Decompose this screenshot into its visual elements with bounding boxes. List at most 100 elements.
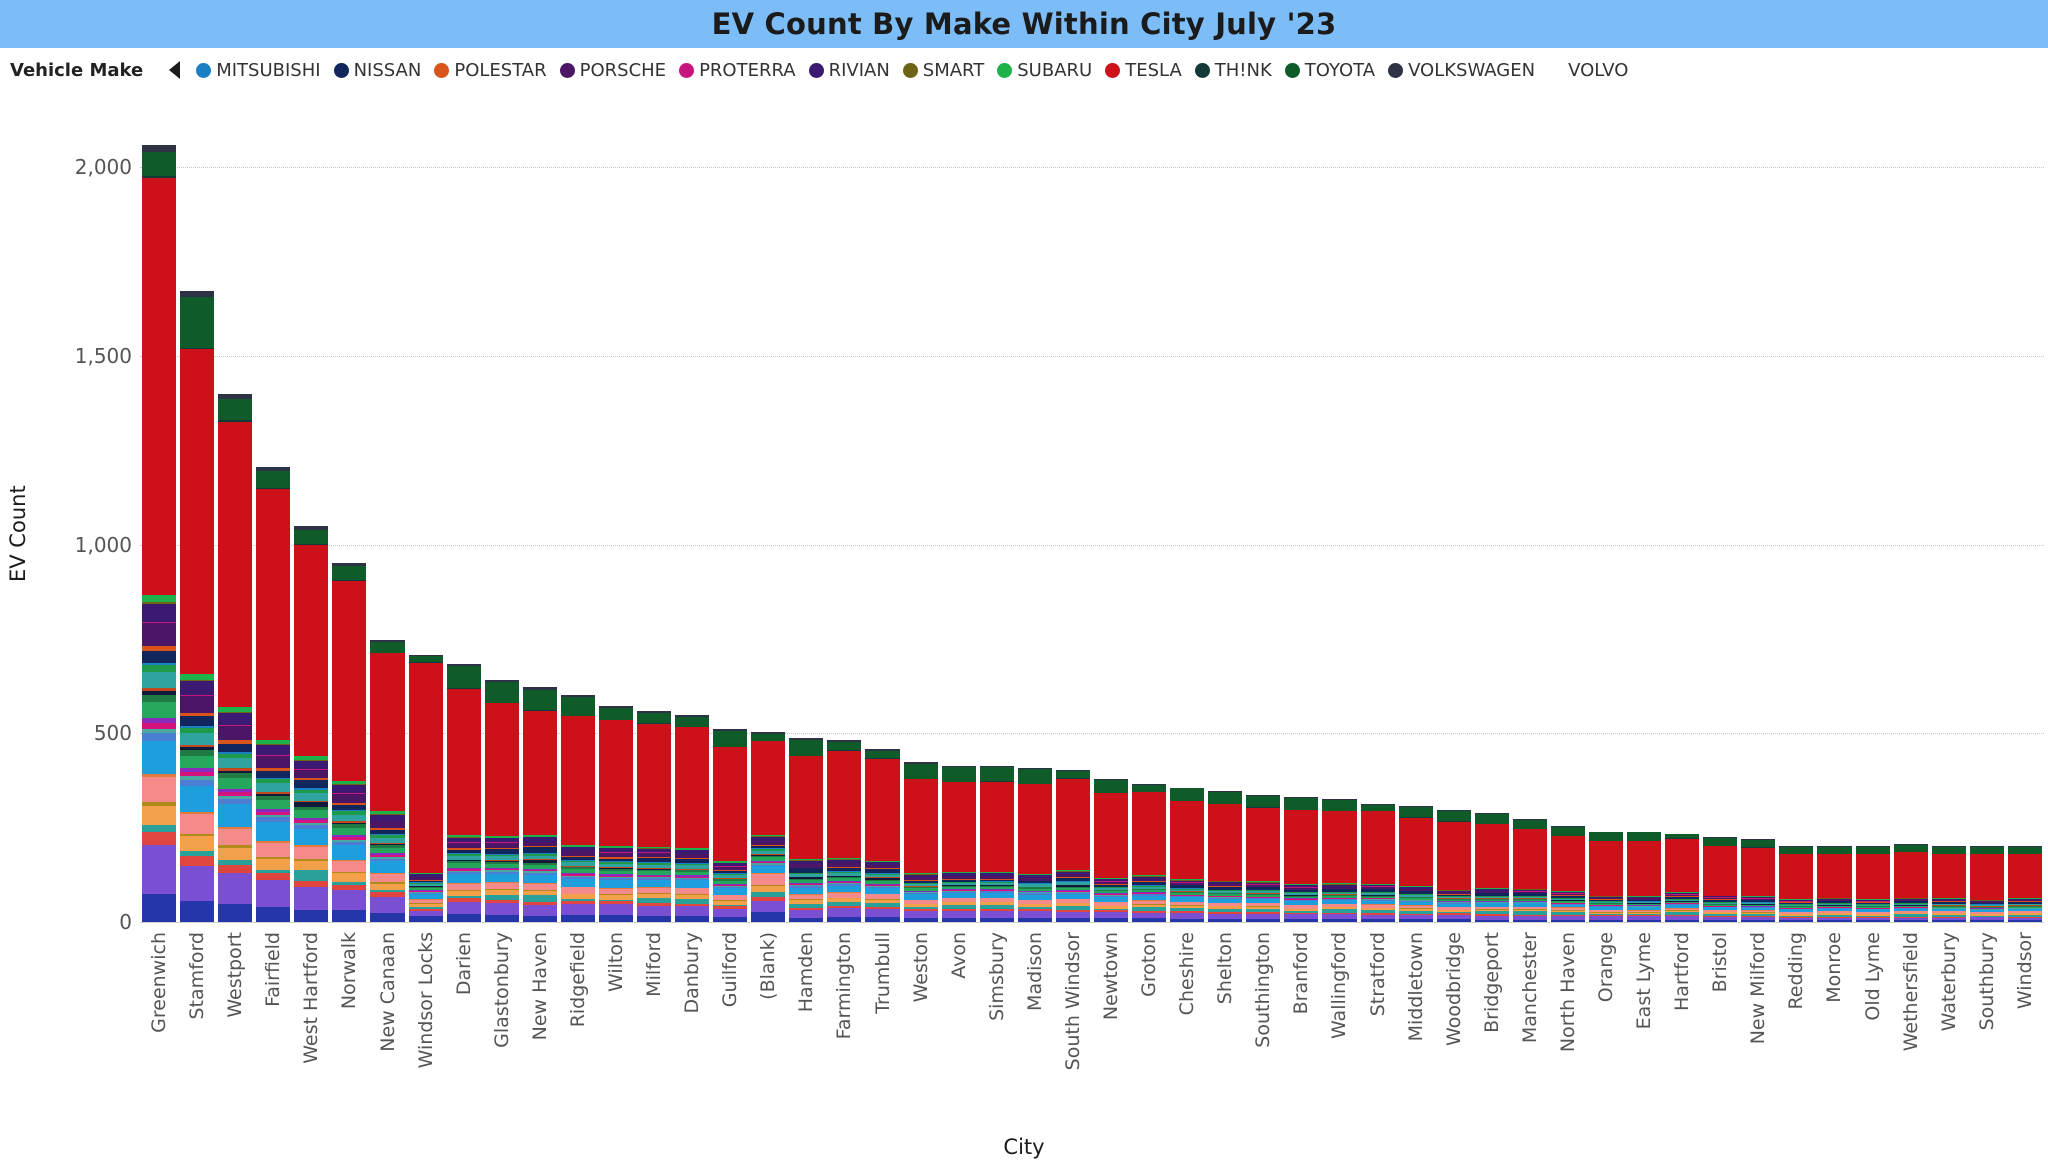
bar-segment[interactable]	[523, 681, 557, 688]
bar-segment[interactable]	[1855, 846, 1890, 854]
bar-segment[interactable]	[827, 898, 862, 902]
bar-segment[interactable]	[1436, 811, 1471, 822]
bar-segment[interactable]	[1931, 899, 1966, 901]
bar-segment[interactable]	[1246, 881, 1281, 883]
bar-segment[interactable]	[180, 297, 215, 348]
bar-segment[interactable]	[1208, 918, 1243, 922]
bar-segment[interactable]	[1550, 836, 1585, 892]
bar-segment[interactable]	[1055, 876, 1090, 878]
bar-column[interactable]	[903, 92, 938, 922]
bar-segment[interactable]	[751, 733, 786, 741]
bar-segment[interactable]	[1132, 894, 1167, 896]
bar-segment[interactable]	[370, 890, 405, 893]
bar-segment[interactable]	[675, 716, 710, 727]
bar-segment[interactable]	[408, 876, 443, 880]
bar-segment[interactable]	[827, 876, 862, 877]
bar-segment[interactable]	[713, 730, 748, 747]
bar-column[interactable]	[1703, 92, 1738, 922]
bar-segment[interactable]	[1055, 905, 1090, 910]
bar-segment[interactable]	[1322, 918, 1357, 922]
bar-segment[interactable]	[1817, 901, 1852, 904]
bar-segment[interactable]	[408, 872, 443, 874]
bar-segment[interactable]	[865, 899, 900, 903]
bar-segment[interactable]	[1817, 900, 1852, 901]
bar-segment[interactable]	[751, 864, 786, 867]
bar-segment[interactable]	[256, 451, 290, 467]
bar-segment[interactable]	[637, 893, 672, 895]
bar-segment[interactable]	[1132, 875, 1167, 877]
bar-segment[interactable]	[1398, 895, 1433, 897]
bar-segment[interactable]	[941, 782, 976, 873]
bar-segment[interactable]	[1627, 915, 1662, 917]
bar-segment[interactable]	[1246, 893, 1281, 895]
bar-segment[interactable]	[1627, 910, 1662, 913]
bar-segment[interactable]	[218, 707, 253, 712]
bar-segment[interactable]	[1246, 909, 1281, 913]
bar-segment[interactable]	[142, 825, 177, 832]
bar-segment[interactable]	[256, 779, 291, 784]
bar-segment[interactable]	[637, 879, 672, 887]
bar-segment[interactable]	[1246, 903, 1281, 907]
bar-segment[interactable]	[1093, 897, 1129, 903]
bar-segment[interactable]	[1703, 920, 1738, 922]
bar-segment[interactable]	[560, 851, 595, 857]
bar-segment[interactable]	[484, 848, 519, 854]
bar-segment[interactable]	[1665, 905, 1700, 909]
bar-segment[interactable]	[180, 901, 215, 922]
bar-column[interactable]	[751, 92, 786, 922]
bar-segment[interactable]	[218, 725, 253, 741]
bar-segment[interactable]	[1855, 914, 1890, 916]
bar-segment[interactable]	[484, 882, 519, 883]
bar-segment[interactable]	[979, 878, 1014, 880]
bar-segment[interactable]	[1398, 894, 1433, 896]
bar-segment[interactable]	[941, 886, 976, 890]
bar-segment[interactable]	[827, 876, 862, 879]
bar-segment[interactable]	[484, 882, 519, 890]
bar-segment[interactable]	[332, 821, 367, 823]
bar-segment[interactable]	[713, 729, 748, 731]
bar-segment[interactable]	[256, 740, 291, 745]
bar-segment[interactable]	[1436, 892, 1471, 895]
bar-segment[interactable]	[256, 842, 291, 857]
bar-segment[interactable]	[1779, 920, 1814, 922]
bar-segment[interactable]	[180, 674, 215, 680]
legend-item-tesla[interactable]: TESLA	[1105, 60, 1182, 81]
bar-segment[interactable]	[1512, 919, 1547, 922]
bar-segment[interactable]	[370, 842, 405, 844]
bar-segment[interactable]	[941, 889, 976, 890]
bar-segment[interactable]	[370, 896, 405, 914]
bar-segment[interactable]	[1093, 902, 1129, 906]
bar-segment[interactable]	[1208, 894, 1243, 897]
bar-segment[interactable]	[1855, 902, 1890, 904]
bar-segment[interactable]	[1017, 878, 1052, 881]
bar-segment[interactable]	[1017, 784, 1052, 875]
bar-segment[interactable]	[142, 774, 177, 778]
bar-segment[interactable]	[598, 863, 634, 868]
bar-segment[interactable]	[1284, 898, 1319, 900]
bar-segment[interactable]	[675, 849, 710, 854]
bar-segment[interactable]	[1360, 805, 1395, 811]
bar-segment[interactable]	[142, 687, 177, 692]
bar-segment[interactable]	[408, 883, 443, 886]
bar-segment[interactable]	[1093, 895, 1129, 898]
bar-segment[interactable]	[979, 898, 1014, 902]
bar-segment[interactable]	[1512, 909, 1547, 912]
bar-segment[interactable]	[560, 845, 595, 847]
bar-segment[interactable]	[180, 756, 215, 769]
bar-segment[interactable]	[979, 905, 1014, 910]
bar-column[interactable]	[827, 92, 862, 922]
bar-segment[interactable]	[1474, 896, 1509, 899]
bar-segment[interactable]	[180, 695, 215, 713]
bar-segment[interactable]	[751, 912, 786, 922]
bar-segment[interactable]	[827, 750, 862, 859]
bar-segment[interactable]	[979, 892, 1014, 898]
bar-segment[interactable]	[1817, 898, 1852, 900]
bar-segment[interactable]	[1284, 913, 1319, 919]
bar-segment[interactable]	[446, 914, 481, 922]
bar-segment[interactable]	[979, 766, 1014, 782]
bar-segment[interactable]	[1246, 913, 1281, 919]
bar-segment[interactable]	[218, 847, 253, 861]
bar-segment[interactable]	[180, 270, 214, 292]
bar-segment[interactable]	[1665, 894, 1700, 897]
bar-segment[interactable]	[180, 768, 215, 772]
